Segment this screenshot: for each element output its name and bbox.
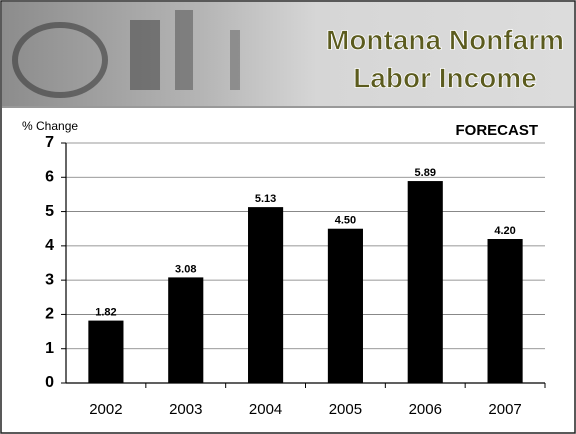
value-label: 5.89 [415,167,436,179]
header-banner [2,2,574,106]
x-tick-label: 2004 [249,401,282,418]
y-axis-label: % Change [22,119,78,133]
bar [248,207,284,383]
value-label: 4.50 [335,215,356,227]
header-photo [12,10,240,98]
value-label: 5.13 [255,193,276,205]
y-tick-label: 2 [45,306,54,323]
bar [407,181,443,383]
y-tick-label: 3 [45,271,54,288]
value-label: 4.20 [494,225,515,237]
y-tick-label: 5 [45,203,54,220]
x-tick-label: 2003 [169,401,202,418]
y-tick-label: 0 [45,374,54,391]
bar [487,239,523,383]
value-label: 1.82 [95,307,116,319]
annotation: FORECAST [456,122,539,139]
x-tick-label: 2002 [89,401,122,418]
chart-title: Labor Income [353,62,537,93]
bar [88,320,124,383]
y-tick-label: 1 [45,340,54,357]
y-tick-label: 4 [45,237,54,254]
value-label: 3.08 [175,263,196,275]
x-tick-label: 2007 [488,401,521,418]
x-tick-label: 2006 [409,401,442,418]
bar [327,228,363,383]
y-tick-label: 7 [45,134,54,151]
bar [168,277,204,383]
y-tick-label: 6 [45,169,54,186]
chart-title: Montana Nonfarm [326,24,564,55]
x-tick-label: 2005 [329,401,362,418]
